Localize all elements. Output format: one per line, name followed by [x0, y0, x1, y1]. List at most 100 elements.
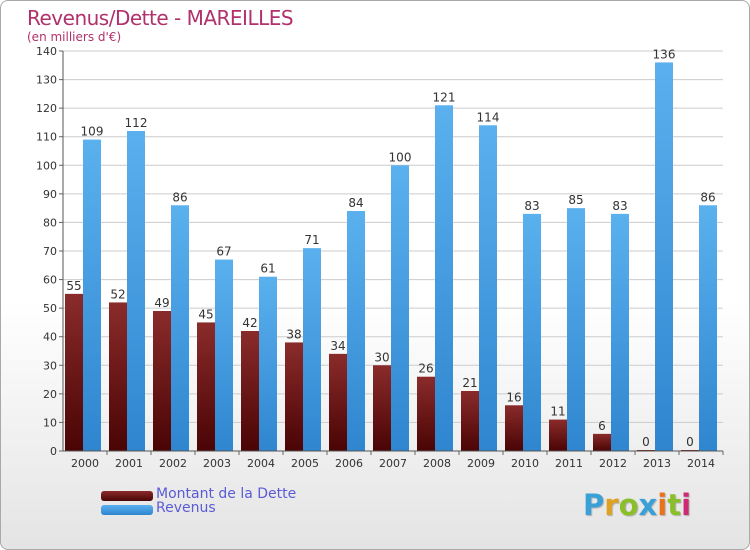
data-label-revenus: 67: [216, 245, 231, 259]
bar-dette: [505, 405, 523, 451]
y-tick-label: 40: [43, 331, 57, 344]
bar-revenus: [435, 105, 453, 452]
x-tick-label: 2007: [379, 457, 407, 470]
data-label-dette: 21: [462, 376, 477, 390]
bar-revenus: [259, 276, 277, 451]
x-tick-label: 2005: [291, 457, 319, 470]
bar-revenus: [303, 248, 321, 451]
legend-label-dette: Montant de la Dette: [156, 486, 297, 502]
chart-subtitle: (en milliers d'€): [27, 30, 122, 44]
bar-dette: [197, 322, 215, 451]
data-label-dette: 42: [242, 316, 257, 330]
x-tick-label: 2010: [511, 457, 539, 470]
data-label-dette: 6: [598, 419, 606, 433]
x-tick-label: 2006: [335, 457, 363, 470]
bar-revenus: [83, 139, 101, 452]
data-label-revenus: 121: [433, 90, 456, 104]
y-tick-label: 60: [43, 274, 57, 287]
bar-dette: [329, 353, 347, 451]
bar-revenus: [347, 211, 365, 451]
data-label-revenus: 83: [524, 199, 539, 213]
y-tick-label: 10: [43, 416, 57, 429]
x-tick-label: 2000: [71, 457, 99, 470]
data-label-revenus: 86: [172, 190, 187, 204]
x-tick-label: 2013: [643, 457, 671, 470]
x-tick-label: 2004: [247, 457, 275, 470]
proxiti-logo: Proxiti: [583, 488, 691, 522]
x-tick-label: 2008: [423, 457, 451, 470]
logo-letter: i: [657, 488, 668, 522]
logo-letter: o: [618, 488, 639, 522]
legend-label-revenus: Revenus: [156, 500, 216, 516]
bar-revenus: [655, 62, 673, 452]
bar-dette: [373, 365, 391, 451]
chart-title: Revenus/Dette - MAREILLES: [27, 6, 294, 30]
data-label-revenus: 109: [81, 125, 104, 139]
y-tick-label: 30: [43, 359, 57, 372]
data-label-dette: 34: [330, 339, 345, 353]
bar-dette: [461, 391, 479, 451]
data-label-revenus: 61: [260, 262, 275, 276]
logo-letter: r: [604, 488, 619, 522]
legend-swatch-dette: [101, 491, 153, 501]
logo-letter: t: [667, 488, 682, 522]
data-label-revenus: 86: [700, 190, 715, 204]
data-label-dette: 0: [686, 435, 694, 449]
data-label-dette: 38: [286, 327, 301, 341]
data-label-dette: 0: [642, 435, 650, 449]
bar-revenus: [479, 125, 497, 452]
data-label-revenus: 100: [389, 150, 412, 164]
data-label-revenus: 114: [477, 110, 500, 124]
data-label-revenus: 85: [568, 193, 583, 207]
bar-revenus: [171, 205, 189, 451]
y-tick-label: 50: [43, 302, 57, 315]
y-tick-label: 140: [36, 45, 57, 58]
bar-dette: [549, 419, 567, 451]
bar-dette: [417, 376, 435, 451]
bar-dette: [109, 302, 127, 451]
bar-revenus: [523, 213, 541, 451]
bar-revenus: [215, 259, 233, 451]
bar-dette: [593, 433, 611, 451]
bar-dette: [241, 331, 259, 451]
y-tick-label: 20: [43, 388, 57, 401]
bar-revenus: [567, 208, 585, 451]
x-tick-label: 2012: [599, 457, 627, 470]
data-label-revenus: 71: [304, 233, 319, 247]
data-labels: 55 109 52 112 49 86 45 67 42 61 38 71 34 84 30 100 26 121…: [66, 47, 715, 449]
x-tick-label: 2003: [203, 457, 231, 470]
y-tick-label: 90: [43, 188, 57, 201]
x-tick-label: 2002: [159, 457, 187, 470]
bar-revenus: [391, 165, 409, 452]
data-label-dette: 26: [418, 362, 433, 376]
x-tick-label: 2011: [555, 457, 583, 470]
x-tick-label: 2014: [687, 457, 715, 470]
y-tick-label: 100: [36, 159, 57, 172]
bar-revenus: [611, 213, 629, 451]
legend-swatch-revenus: [101, 505, 153, 515]
bar-dette: [285, 342, 303, 451]
y-tick-label: 120: [36, 102, 57, 115]
bar-dette: [153, 311, 171, 451]
data-label-dette: 55: [66, 279, 81, 293]
logo-letter: i: [681, 488, 692, 522]
x-tick-label: 2009: [467, 457, 495, 470]
y-tick-label: 110: [36, 131, 57, 144]
bar-revenus: [127, 131, 145, 451]
y-tick-label: 70: [43, 245, 57, 258]
logo-letter: P: [583, 488, 605, 522]
data-label-dette: 45: [198, 307, 213, 321]
data-label-dette: 11: [550, 405, 565, 419]
data-label-revenus: 83: [612, 199, 627, 213]
y-tick-label: 80: [43, 216, 57, 229]
data-label-revenus: 84: [348, 196, 363, 210]
data-label-dette: 52: [110, 287, 125, 301]
bar-revenus: [699, 205, 717, 451]
x-tick-label: 2001: [115, 457, 143, 470]
bar-dette: [65, 293, 83, 451]
data-label-dette: 49: [154, 296, 169, 310]
data-label-revenus: 136: [653, 47, 676, 61]
